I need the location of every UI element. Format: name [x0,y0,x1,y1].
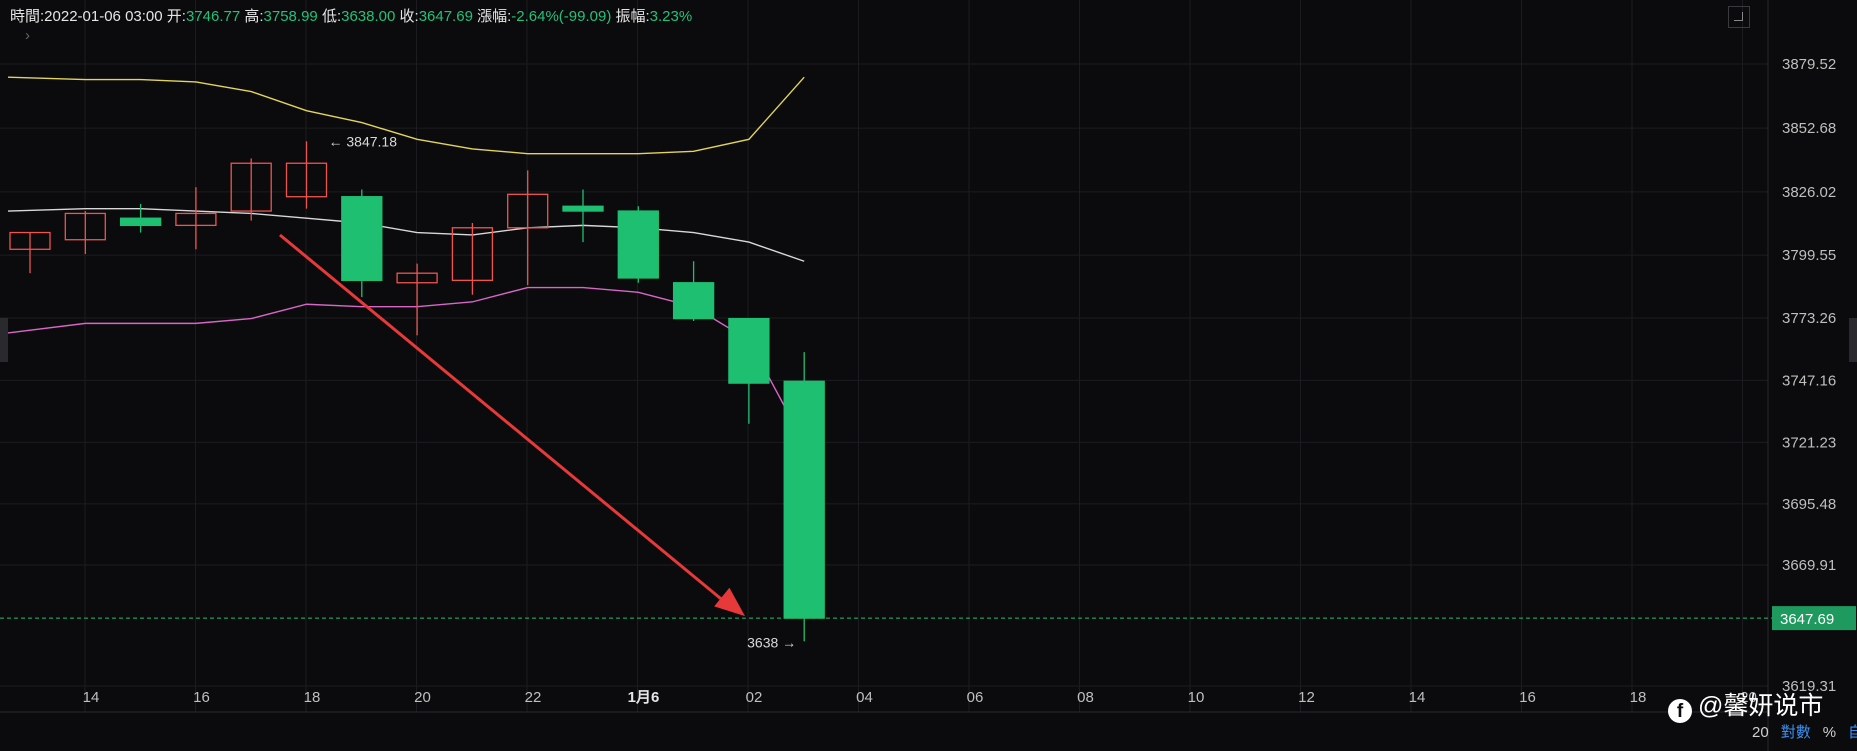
watermark: f @馨妍说市 [1668,686,1823,723]
time-tick-label: 12 [1298,689,1315,706]
log-scale-button[interactable]: 對數 [1780,724,1811,741]
last-price-tag [1772,606,1856,631]
low-marker: 3638 → [747,634,796,650]
percent-scale-button[interactable]: % [1822,724,1837,741]
time-tick-label: 06 [967,689,984,706]
time-tick-label: 16 [193,689,210,706]
chart-grid [0,0,1769,751]
open-label: 开: [166,8,186,25]
price-tick-label: 3669.91 [1782,557,1836,574]
time-tick-label: 02 [746,689,763,706]
time-tick-label: 04 [856,689,873,706]
price-tick-label: 3852.68 [1782,120,1836,137]
watermark-text: @馨妍说市 [1698,692,1824,720]
candle-down [672,282,715,320]
last-price-label: 3647.69 [1780,611,1834,628]
candle-down [119,217,162,227]
time-tick-label: 10 [1188,689,1205,706]
price-tick-label: 3695.48 [1782,496,1836,513]
time-tick-label: 22 [525,689,542,706]
facebook-icon: f [1668,699,1692,723]
candle-up [64,212,106,241]
candle-up [285,162,328,198]
low-value: 3638.00 [341,8,396,25]
time-tick-label: 14 [83,689,100,706]
high-value: 3758.99 [263,8,318,25]
close-label: 收: [399,8,419,25]
price-tick-label: 3747.16 [1782,372,1836,389]
price-tick-label: 3721.23 [1782,434,1836,451]
candle-up [451,227,494,282]
arrow-shaft [279,233,726,604]
ohlc-readout: 時間:2022-01-06 03:00 开:3746.77 高:3758.99 … [10,5,692,26]
high-label: 高: [244,8,264,25]
candle-down [783,380,825,619]
chevron-right-icon[interactable]: › [25,27,30,44]
price-tick-label: 3773.26 [1782,310,1836,327]
candle-up [230,162,272,212]
time-tick-label: 16 [1519,689,1536,706]
price-tick-label: 3826.02 [1782,184,1836,201]
scale-num-label: 20 [1752,724,1769,741]
auto-scale-button[interactable]: 自動 [1848,724,1857,741]
candle-down [341,196,383,282]
candle-up [396,272,438,284]
close-value: 3647.69 [418,8,473,25]
candle-up [9,231,51,250]
band-line [7,76,805,155]
trend-arrow [279,233,745,617]
time-tick-label: 1月6 [628,689,660,706]
time-axis: 14 16 18 20 22 1月6 02 04 06 08 10 12 14 16 18 20 [83,689,1757,706]
scale-controls: 20 對數% 自動 [1752,721,1857,742]
time-value: 2022-01-06 03:00 [44,8,163,25]
time-tick-label: 18 [1630,689,1647,706]
price-axis: 3879.52 3852.68 3826.02 3799.55 3773.26 3747.… [1782,56,1836,695]
candles [9,141,825,642]
candle-up [175,212,217,227]
right-scroll-handle[interactable] [1849,318,1857,362]
candle-up [507,193,549,229]
price-tick-label: 3619.31 [1782,678,1836,695]
price-annotations: 3647.69 ← 3847.18 3638 → [0,133,1856,650]
high-marker: ← 3847.18 [329,133,398,149]
time-tick-label: 20 [1740,689,1757,706]
amplitude-value: 3.23% [649,8,693,25]
time-tick-label: 08 [1077,689,1094,706]
price-tick-label: 3879.52 [1782,56,1836,73]
candle-down [617,210,659,279]
change-label: 漲幅: [477,8,512,25]
time-label: 時間: [10,8,45,25]
candle-down [728,317,770,384]
band-line [7,207,805,262]
low-label: 低: [321,8,342,25]
candle-down [562,205,604,212]
open-value: 3746.77 [185,8,241,25]
time-tick-label: 14 [1409,689,1426,706]
amplitude-label: 振幅: [615,8,650,25]
time-tick-label: 20 [414,689,431,706]
arrow-head [714,587,745,617]
price-tick-label: 3799.55 [1782,247,1836,264]
time-tick-label: 18 [304,689,321,706]
bollinger-bands [7,76,805,444]
left-scroll-handle[interactable] [0,318,8,362]
change-value: -2.64%(-99.09) [511,8,612,25]
fullscreen-icon[interactable] [1728,6,1750,28]
